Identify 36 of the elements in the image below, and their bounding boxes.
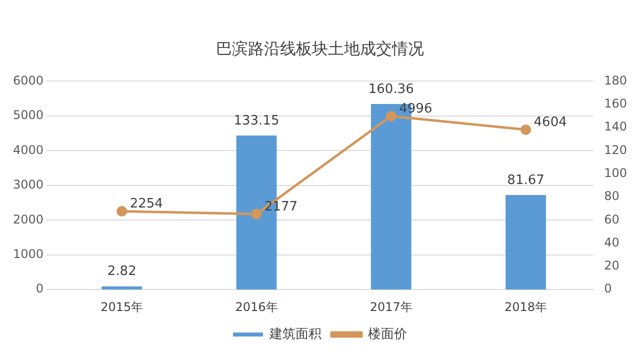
bar: [102, 286, 142, 290]
bar: [506, 195, 546, 290]
x-tick-label: 2017年: [370, 300, 412, 314]
point: [116, 206, 128, 217]
y-tick-label: 4000: [12, 142, 44, 157]
data-label: 2254: [130, 196, 163, 212]
y2-tick-label: 0: [604, 282, 612, 296]
y-tick-label: 2000: [12, 212, 44, 226]
y2-tick-label: 180: [604, 73, 627, 88]
data-label: 160.36: [368, 82, 414, 97]
y2-tick-label: 40: [604, 235, 620, 250]
point: [251, 208, 262, 220]
y-tick-label: 3000: [12, 178, 44, 192]
x-tick-label: 2016年: [235, 300, 278, 314]
chart-title: 巴滨路沿线板块土地成交情况: [216, 38, 424, 58]
y2-tick-label: 80: [604, 189, 620, 204]
y-tick-label: 6000: [12, 73, 44, 88]
y-tick-label: 5000: [12, 108, 44, 122]
y2-tick-label: 60: [604, 212, 620, 226]
data-label: 81.67: [507, 172, 544, 188]
y-tick-label: 0: [36, 282, 44, 296]
legend-label: 建筑面积: [268, 326, 322, 342]
point: [386, 110, 396, 122]
y2-tick-label: 100: [604, 166, 627, 180]
data-label: 133.15: [234, 113, 280, 128]
y2-tick-label: 120: [604, 142, 627, 157]
y2-tick-label: 140: [604, 120, 627, 134]
y2-tick-label: 20: [604, 258, 620, 273]
legend-label: 楼面价: [368, 326, 407, 342]
data-label: 2.82: [107, 264, 136, 280]
y-tick-label: 1000: [12, 246, 44, 261]
x-tick-label: 2018年: [504, 300, 548, 314]
data-label: 4604: [534, 115, 567, 130]
point: [520, 124, 532, 135]
y2-tick-label: 160: [604, 96, 627, 110]
x-tick-label: 2015年: [100, 300, 144, 314]
